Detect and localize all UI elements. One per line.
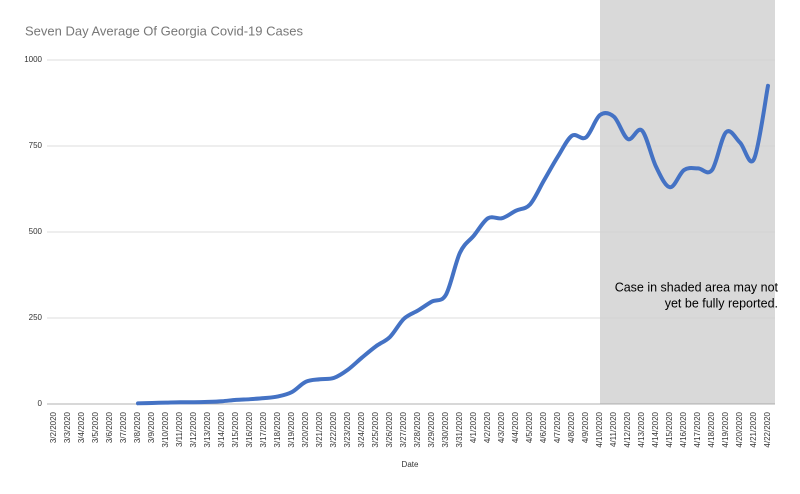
chart-title: Seven Day Average Of Georgia Covid-19 Ca… xyxy=(25,23,303,38)
x-tick-label: 3/19/2020 xyxy=(287,411,296,447)
x-tick-label: 3/13/2020 xyxy=(203,411,212,447)
x-tick-label: 3/31/2020 xyxy=(455,411,464,447)
x-tick-label: 4/7/2020 xyxy=(553,411,562,443)
x-tick-label: 3/25/2020 xyxy=(371,411,380,447)
x-tick-label: 4/22/2020 xyxy=(763,411,772,447)
x-tick-label: 3/11/2020 xyxy=(175,411,184,447)
x-tick-label: 4/3/2020 xyxy=(497,411,506,443)
x-tick-label: 3/29/2020 xyxy=(427,411,436,447)
x-tick-label: 3/28/2020 xyxy=(413,411,422,447)
x-tick-label: 3/27/2020 xyxy=(399,411,408,447)
x-tick-label: 3/6/2020 xyxy=(105,411,114,443)
x-tick-label: 4/4/2020 xyxy=(511,411,520,443)
shaded-area xyxy=(600,0,775,404)
x-tick-label: 3/22/2020 xyxy=(329,411,338,447)
data-line xyxy=(136,83,770,406)
x-tick-label: 4/11/2020 xyxy=(609,411,618,447)
x-tick-label: 4/14/2020 xyxy=(651,411,660,447)
x-tick-label: 4/17/2020 xyxy=(693,411,702,447)
y-tick-label: 750 xyxy=(29,141,43,150)
x-tick-label: 3/24/2020 xyxy=(357,411,366,447)
x-axis-label: Date xyxy=(402,460,419,469)
x-tick-label: 3/17/2020 xyxy=(259,411,268,447)
x-tick-label: 3/3/2020 xyxy=(63,411,72,443)
x-tick-label: 3/14/2020 xyxy=(217,411,226,447)
annotation: yet be fully reported. xyxy=(665,296,778,310)
x-tick-label: 3/30/2020 xyxy=(441,411,450,447)
x-tick-label: 3/18/2020 xyxy=(273,411,282,447)
annotation: Case in shaded area may not xyxy=(615,280,779,294)
x-tick-label: 3/21/2020 xyxy=(315,411,324,447)
x-tick-label: 3/23/2020 xyxy=(343,411,352,447)
x-tick-label: 4/5/2020 xyxy=(525,411,534,443)
x-tick-label: 3/9/2020 xyxy=(147,411,156,443)
x-tick-label: 4/20/2020 xyxy=(735,411,744,447)
x-tick-label: 4/8/2020 xyxy=(567,411,576,443)
x-tick-label: 3/4/2020 xyxy=(77,411,86,443)
x-tick-label: 4/6/2020 xyxy=(539,411,548,443)
x-tick-label: 4/19/2020 xyxy=(721,411,730,447)
y-tick-label: 250 xyxy=(29,313,43,322)
x-tick-label: 4/10/2020 xyxy=(595,411,604,447)
x-tick-label: 3/16/2020 xyxy=(245,411,254,447)
x-tick-label: 3/20/2020 xyxy=(301,411,310,447)
x-tick-label: 3/8/2020 xyxy=(133,411,142,443)
x-tick-label: 3/2/2020 xyxy=(49,411,58,443)
x-tick-label: 3/7/2020 xyxy=(119,411,128,443)
y-tick-label: 1000 xyxy=(24,55,42,64)
x-tick-label: 3/10/2020 xyxy=(161,411,170,447)
x-tick-label: 4/21/2020 xyxy=(749,411,758,447)
x-tick-label: 4/16/2020 xyxy=(679,411,688,447)
x-tick-label: 4/12/2020 xyxy=(623,411,632,447)
x-tick-label: 3/12/2020 xyxy=(189,411,198,447)
x-tick-label: 4/1/2020 xyxy=(469,411,478,443)
x-tick-label: 3/26/2020 xyxy=(385,411,394,447)
x-tick-label: 4/9/2020 xyxy=(581,411,590,443)
x-tick-label: 4/15/2020 xyxy=(665,411,674,447)
x-tick-label: 4/18/2020 xyxy=(707,411,716,447)
x-tick-label: 4/2/2020 xyxy=(483,411,492,443)
x-tick-label: 4/13/2020 xyxy=(637,411,646,447)
x-tick-label: 3/15/2020 xyxy=(231,411,240,447)
y-tick-label: 500 xyxy=(29,227,43,236)
x-tick-label: 3/5/2020 xyxy=(91,411,100,443)
y-tick-label: 0 xyxy=(38,399,43,408)
